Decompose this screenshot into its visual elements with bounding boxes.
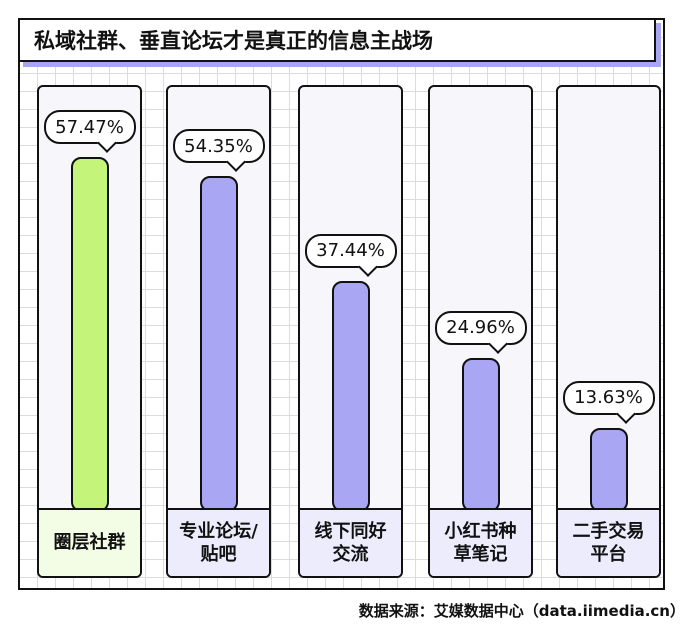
bar <box>199 176 238 512</box>
bar-column: 54.35% 专业论坛/ 贴吧 <box>166 85 271 578</box>
bar <box>70 157 109 512</box>
data-source: 数据来源：艾媒数据中心（data.iimedia.cn） <box>358 602 685 620</box>
bar <box>331 280 370 512</box>
value-label: 13.63% <box>562 380 655 424</box>
category-label: 线下同好 交流 <box>300 508 401 576</box>
value-label-text: 13.63% <box>574 387 643 409</box>
category-label: 圈层社群 <box>39 508 140 576</box>
category-label: 小红书种 草笔记 <box>430 508 531 576</box>
value-label-text: 54.35% <box>184 135 253 157</box>
bar-column: 57.47% 圈层社群 <box>37 85 142 578</box>
value-label: 37.44% <box>304 233 397 277</box>
bar <box>461 357 500 512</box>
value-label-text: 37.44% <box>316 240 385 262</box>
bar-column: 37.44% 线下同好 交流 <box>298 85 403 578</box>
category-label: 二手交易 平台 <box>558 508 659 576</box>
value-label: 54.35% <box>172 129 265 173</box>
chart-title-text: 私域社群、垂直论坛才是真正的信息主战场 <box>34 29 433 53</box>
value-label-text: 57.47% <box>55 116 124 138</box>
bar-column: 13.63% 二手交易 平台 <box>556 85 661 578</box>
value-label: 24.96% <box>434 310 527 354</box>
bar-column: 24.96% 小红书种 草笔记 <box>428 85 533 578</box>
value-label: 57.47% <box>43 110 136 153</box>
category-label: 专业论坛/ 贴吧 <box>168 508 269 576</box>
bar <box>589 427 628 512</box>
chart-title: 私域社群、垂直论坛才是真正的信息主战场 <box>18 18 656 62</box>
value-label-text: 24.96% <box>446 317 515 339</box>
